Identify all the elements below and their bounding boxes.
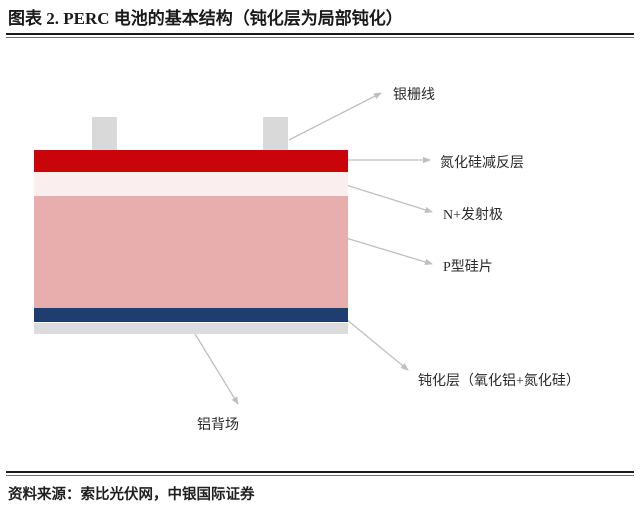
title-divider-thick bbox=[6, 33, 634, 35]
layer-n-plus-emitter bbox=[34, 172, 348, 196]
silver-grid-finger-left bbox=[92, 117, 117, 151]
source-note: 资料来源：索比光伏网，中银国际证券 bbox=[8, 487, 255, 503]
footer-divider-thin bbox=[6, 475, 634, 476]
label-n-plus-emitter: N+发射极 bbox=[443, 208, 504, 223]
silver-grid-finger-right bbox=[263, 117, 288, 151]
page-title: 图表 2. PERC 电池的基本结构（钝化层为局部钝化） bbox=[8, 9, 403, 28]
label-aluminum-back-surface-field: 铝背场 bbox=[197, 418, 239, 433]
layer-aluminum-back-surface-field bbox=[34, 323, 348, 334]
footer-divider-thick bbox=[6, 471, 634, 473]
label-p-type-wafer: P型硅片 bbox=[443, 260, 493, 275]
label-silver-grid-finger: 银栅线 bbox=[393, 88, 435, 103]
layer-passivation bbox=[34, 308, 348, 322]
title-divider-thin bbox=[6, 37, 634, 38]
label-passivation: 钝化层（氧化铝+氮化硅） bbox=[418, 374, 580, 389]
label-antireflective-coating: 氮化硅减反层 bbox=[440, 156, 524, 171]
leader-lines bbox=[194, 92, 433, 405]
layer-p-type-wafer bbox=[34, 196, 348, 308]
perc-cell-diagram: 银栅线 氮化硅减反层 N+发射极 P型硅片 钝化层（氧化铝+氮化硅） 铝背场 bbox=[0, 42, 640, 467]
layer-antireflective-coating bbox=[34, 150, 348, 172]
